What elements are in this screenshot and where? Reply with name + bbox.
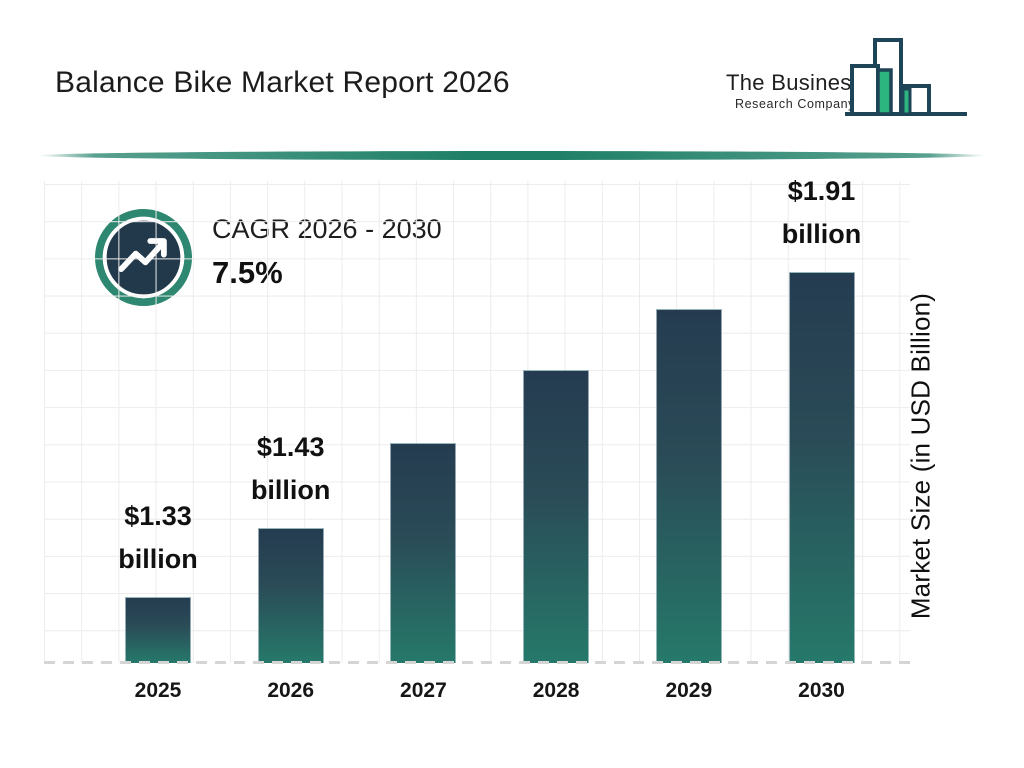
bars-layer: $1.33 billion 2025 $1.43 billion 2026 2027 2028… bbox=[44, 176, 910, 702]
bar-group-2028: 2028 bbox=[496, 181, 616, 702]
bar-group-2029: 2029 bbox=[629, 181, 749, 702]
company-logo-text: The Business Research Company bbox=[726, 70, 864, 111]
x-axis-tick-2027: 2027 bbox=[400, 679, 447, 702]
bar-value-label-2026: $1.43 billion bbox=[250, 431, 331, 506]
bar-group-2026: $1.43 billion 2026 bbox=[231, 181, 351, 702]
x-axis-baseline bbox=[44, 661, 910, 664]
bar-2025 bbox=[125, 597, 191, 663]
bar-2028 bbox=[523, 370, 590, 663]
bar-group-2027: 2027 bbox=[363, 181, 483, 702]
bar-group-2030: $1.91 billion 2030 bbox=[762, 176, 882, 702]
x-axis-tick-2025: 2025 bbox=[134, 679, 182, 702]
bar-value-label-2030: $1.91 billion bbox=[781, 175, 862, 250]
page-title: Balance Bike Market Report 2026 bbox=[55, 66, 510, 99]
section-divider bbox=[38, 151, 986, 160]
company-logo: The Business Research Company bbox=[726, 36, 967, 122]
bar-2030 bbox=[788, 272, 855, 663]
bar-2026 bbox=[257, 528, 324, 663]
x-axis-tick-2029: 2029 bbox=[665, 679, 713, 702]
x-axis-tick-2026: 2026 bbox=[267, 679, 315, 702]
bar-2029 bbox=[655, 309, 722, 663]
bar-value-label-2025: $1.33 billion bbox=[118, 500, 198, 575]
bar-2027 bbox=[390, 443, 457, 663]
y-axis-label: Market Size (in USD Billion) bbox=[905, 292, 936, 620]
skyline-bars-icon bbox=[845, 38, 967, 116]
x-axis-tick-2028: 2028 bbox=[532, 679, 580, 702]
x-axis-tick-2030: 2030 bbox=[798, 679, 845, 702]
bar-chart-plot-area: $1.33 billion 2025 $1.43 billion 2026 2027 2028… bbox=[44, 176, 910, 702]
bar-group-2025: $1.33 billion 2025 bbox=[98, 181, 218, 702]
company-logo-subname: Research Company bbox=[734, 97, 856, 111]
company-logo-name: The Business bbox=[726, 70, 863, 95]
